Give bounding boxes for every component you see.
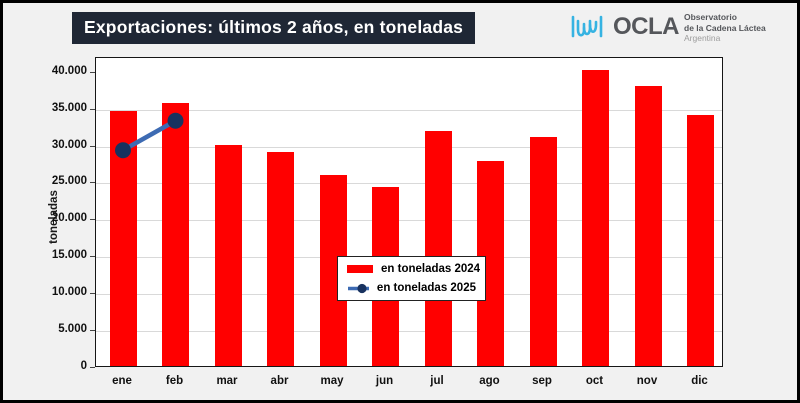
y-tick-label: 20.000	[51, 212, 87, 225]
y-tick-mark	[90, 145, 95, 147]
ocla-wave-icon	[571, 15, 603, 38]
legend: en toneladas 2024 en toneladas 2025	[337, 256, 486, 301]
y-tick-mark	[90, 367, 95, 368]
y-tick-mark	[90, 71, 95, 73]
y-tick-mark	[90, 330, 95, 332]
legend-bar-swatch	[347, 265, 373, 273]
x-tick-label-nov: nov	[636, 375, 658, 387]
x-tick-label-oct: oct	[585, 375, 604, 387]
bar-jul	[424, 131, 452, 366]
y-tick-label: 30.000	[51, 138, 87, 151]
ocla-subtitle: Observatorio de la Cadena Láctea Argenti…	[684, 10, 766, 44]
x-tick-label-sep: sep	[532, 375, 552, 387]
legend-line-swatch	[348, 283, 369, 293]
y-tick-mark	[90, 256, 95, 258]
gridline	[96, 183, 722, 185]
plot-area	[95, 57, 723, 367]
x-tick-label-jun: jun	[375, 375, 394, 387]
gridline	[96, 220, 722, 222]
gridline	[96, 146, 722, 148]
bar-feb	[162, 103, 189, 366]
data-point-feb-2025	[167, 112, 184, 129]
y-tick-label: 25.000	[51, 175, 87, 188]
x-tick-label-mar: mar	[216, 375, 238, 387]
y-tick-label: 15.000	[51, 249, 87, 262]
legend-item-2024: en toneladas 2024	[347, 263, 480, 275]
line-2025	[121, 118, 177, 153]
x-tick-label-feb: feb	[165, 375, 184, 387]
bar-oct	[582, 70, 609, 366]
bar-dic	[687, 115, 714, 366]
x-tick-label-ago: ago	[479, 375, 500, 387]
y-tick-label: 40.000	[51, 64, 87, 77]
ocla-line1: Observatorio	[684, 12, 737, 22]
ocla-logo: OCLA Observatorio de la Cadena Láctea Ar…	[570, 10, 766, 44]
y-tick-mark	[90, 182, 95, 184]
ocla-line3: Argentina	[684, 33, 721, 44]
bar-mar	[214, 145, 242, 366]
x-tick-label-abr: abr	[270, 375, 289, 387]
legend-item-2025: en toneladas 2025	[347, 282, 476, 294]
x-tick-label-ene: ene	[112, 375, 132, 387]
bar-abr	[267, 151, 294, 366]
y-tick-label: 10.000	[51, 286, 87, 299]
gridline	[96, 109, 722, 111]
y-tick-mark	[90, 219, 95, 221]
x-tick-label-may: may	[320, 375, 344, 387]
data-point-ene-2025	[115, 142, 131, 159]
y-tick-label: 0	[80, 360, 87, 372]
bar-nov	[634, 86, 662, 366]
legend-label-2025: en toneladas 2025	[376, 282, 476, 294]
y-tick-mark	[90, 293, 95, 295]
ocla-brand-text: OCLA	[613, 12, 680, 40]
gridline	[96, 331, 722, 333]
bar-sep	[529, 137, 557, 366]
legend-label-2024: en toneladas 2024	[381, 263, 481, 275]
line-series-2025	[115, 112, 184, 159]
x-tick-label-dic: dic	[691, 375, 708, 387]
x-tick-label-jul: jul	[430, 375, 444, 387]
y-tick-label: 5.000	[58, 323, 87, 336]
ocla-line2: de la Cadena Láctea	[684, 22, 766, 33]
y-tick-mark	[90, 108, 95, 110]
y-tick-label: 35.000	[51, 101, 87, 114]
page-title: Exportaciones: últimos 2 años, en tonela…	[72, 12, 476, 44]
